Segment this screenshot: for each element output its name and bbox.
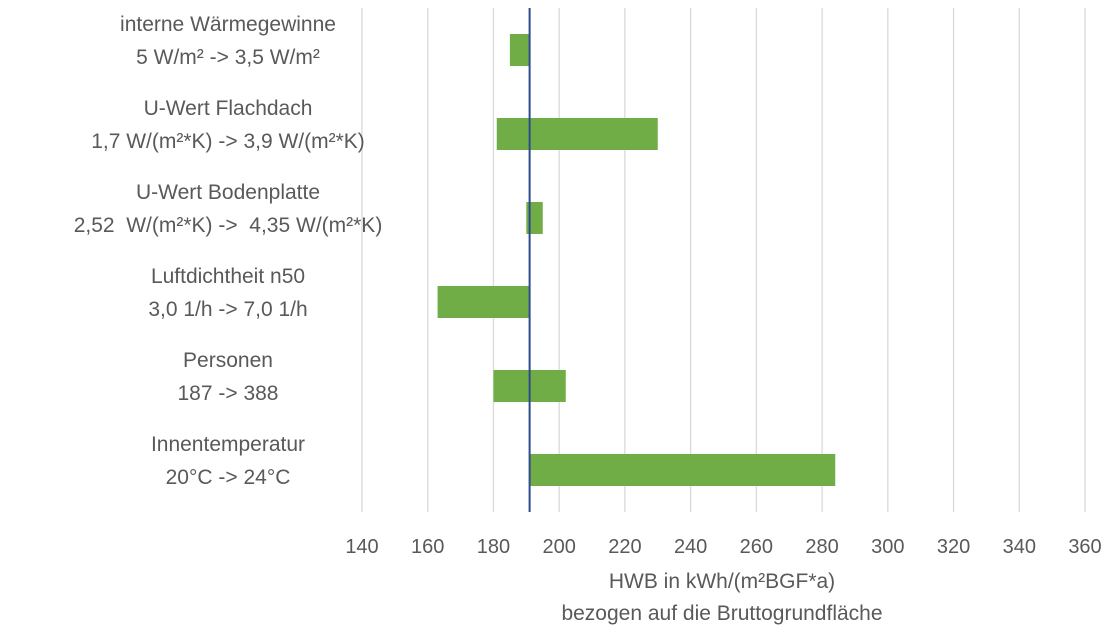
x-axis-title: HWB in kWh/(m²BGF*a) bezogen auf die Brut… — [561, 570, 882, 625]
x-tick-label-340: 340 — [1003, 536, 1036, 558]
x-tick-label-320: 320 — [937, 536, 970, 558]
gridlines — [361, 8, 1086, 512]
x-tick-label-360: 360 — [1068, 536, 1101, 558]
category-label-4: Personen 187 -> 388 — [177, 349, 278, 405]
x-tick-label-140: 140 — [345, 536, 378, 558]
category-label-5: Innentemperatur 20°C -> 24°C — [151, 433, 305, 489]
bar-1 — [496, 118, 658, 150]
category-labels: interne Wärmegewinne 5 W/m² -> 3,5 W/m² U-… — [74, 13, 383, 489]
x-axis-title-text: HWB in kWh/(m²BGF*a) bezogen auf die Brut… — [561, 570, 882, 625]
x-tick-label-300: 300 — [871, 536, 904, 558]
bar-3 — [437, 286, 530, 318]
category-label-3: Luftdichtheit n50 3,0 1/h -> 7,0 1/h — [148, 265, 307, 321]
x-tick-label-200: 200 — [542, 536, 575, 558]
x-tick-label-180: 180 — [477, 536, 510, 558]
category-label-1: U-Wert Flachdach 1,7 W/(m²*K) -> 3,9 W/(m… — [91, 97, 365, 153]
x-tick-label-280: 280 — [805, 536, 838, 558]
category-label-0: interne Wärmegewinne 5 W/m² -> 3,5 W/m² — [120, 13, 336, 69]
x-tick-label-260: 260 — [740, 536, 773, 558]
bar-0 — [509, 34, 530, 66]
category-label-2: U-Wert Bodenplatte 2,52 W/(m²*K) -> 4,35 … — [74, 181, 383, 237]
bars — [437, 34, 836, 486]
x-tick-labels: 140 160 180 200 220 240 260 280 300 320 340 360 — [345, 536, 1101, 558]
x-tick-label-240: 240 — [674, 536, 707, 558]
x-tick-label-220: 220 — [608, 536, 641, 558]
x-tick-label-160: 160 — [411, 536, 444, 558]
bar-5 — [529, 454, 836, 486]
